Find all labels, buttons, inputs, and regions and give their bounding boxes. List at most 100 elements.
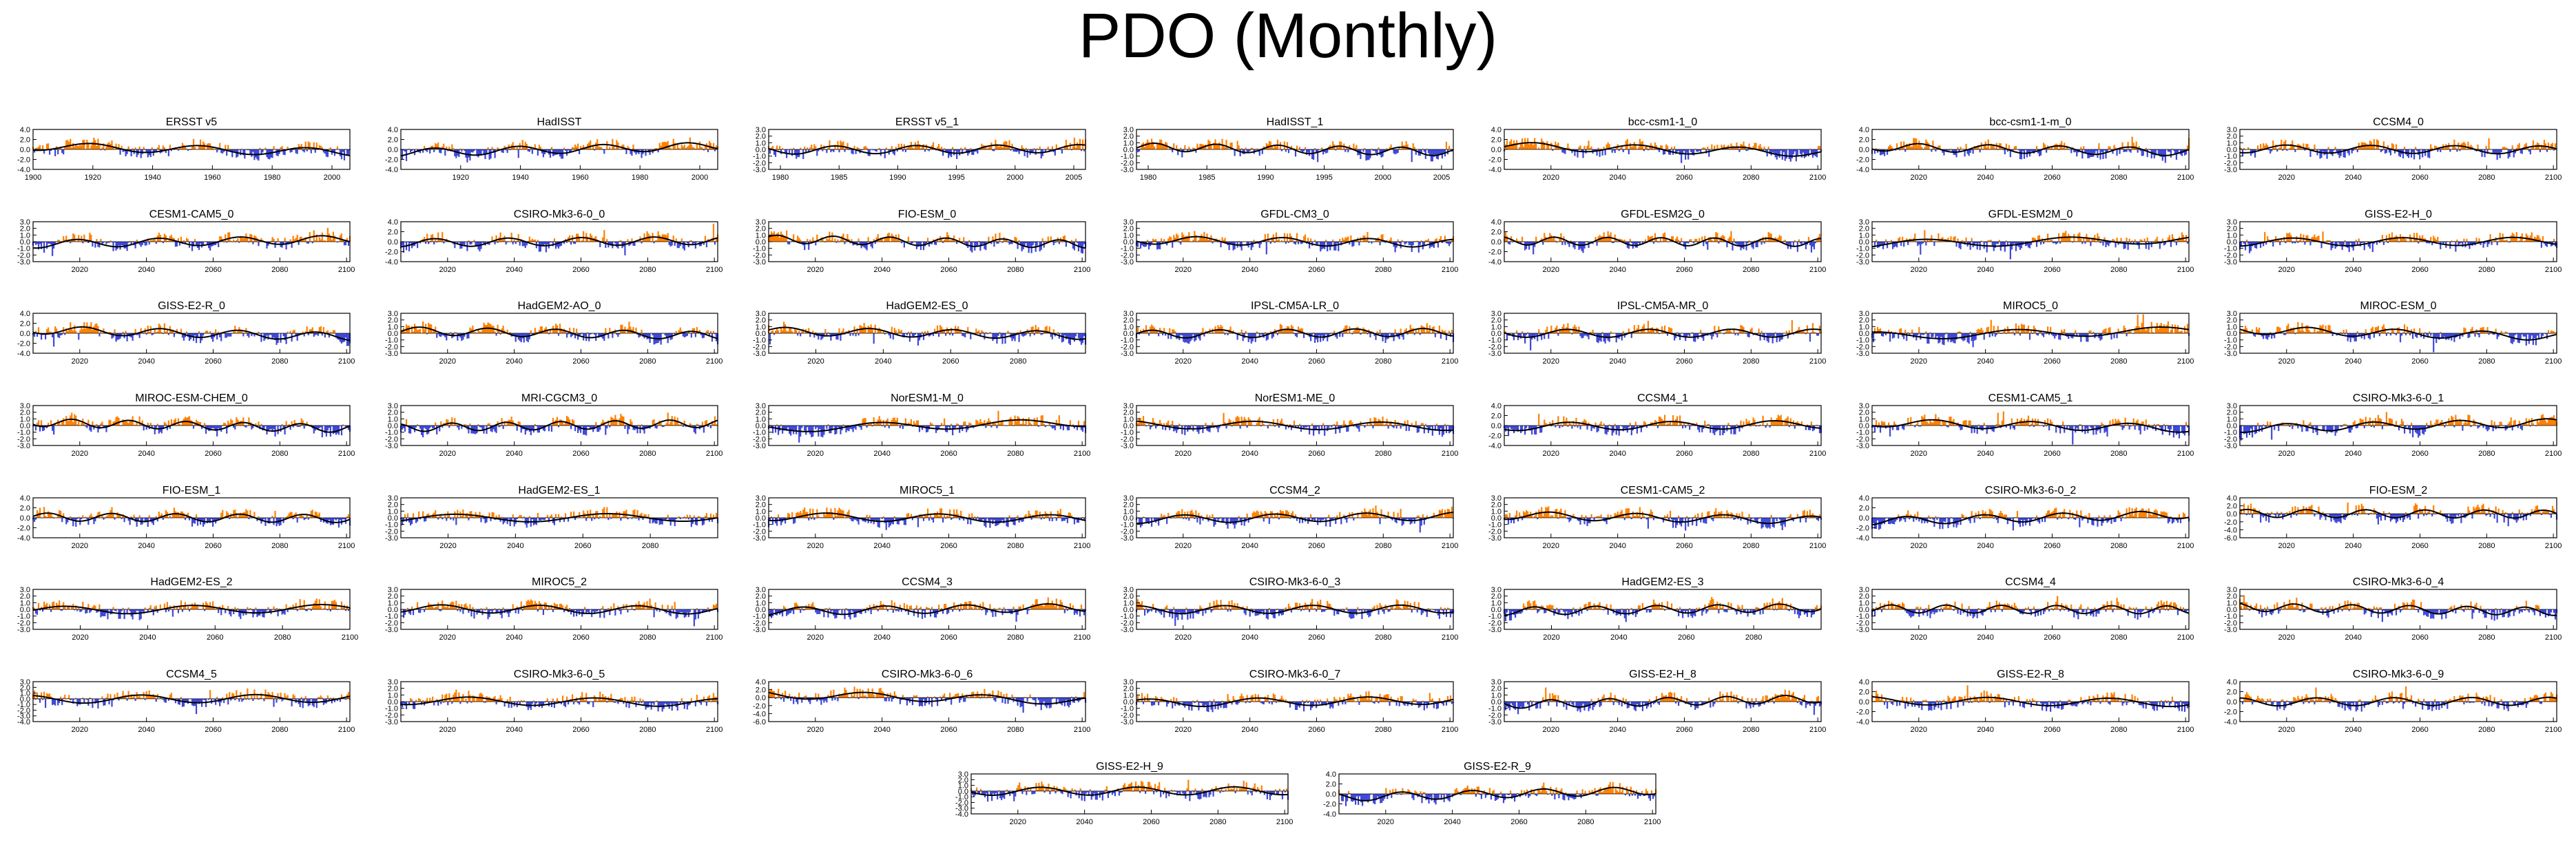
pdo-bar xyxy=(1748,143,1750,149)
y-tick-label: -2.0 xyxy=(1121,159,1134,167)
pdo-bar xyxy=(559,242,561,247)
pdo-bar xyxy=(2334,147,2336,149)
pdo-bar xyxy=(1173,329,1175,333)
pdo-bar xyxy=(1971,333,1973,342)
pdo-bar xyxy=(874,242,876,244)
pdo-bar xyxy=(1588,333,1590,339)
pdo-bar xyxy=(1048,326,1050,333)
pdo-bar xyxy=(1703,242,1705,247)
pdo-bar xyxy=(499,333,501,335)
pdo-bar xyxy=(877,329,879,333)
pdo-bar xyxy=(428,242,430,244)
pdo-bar xyxy=(240,329,242,333)
pdo-bar xyxy=(1343,239,1345,242)
pdo-bar xyxy=(1333,331,1336,333)
x-tick-label: 1995 xyxy=(948,174,964,182)
pdo-bar xyxy=(1228,242,1230,251)
pdo-bar xyxy=(1678,149,1680,151)
pdo-bar xyxy=(273,238,275,242)
pdo-bar xyxy=(2097,233,2099,242)
pdo-bar xyxy=(2422,149,2424,158)
pdo-bar xyxy=(101,242,103,245)
pdo-bar xyxy=(2248,242,2251,253)
pdo-bar xyxy=(1346,325,1348,333)
pdo-bar xyxy=(1891,146,1893,149)
x-tick-label: 2020 xyxy=(807,266,824,274)
pdo-bar xyxy=(2171,234,2173,242)
pdo-bar xyxy=(1674,238,1677,242)
pdo-bar xyxy=(908,146,911,149)
pdo-bar xyxy=(1756,242,1758,248)
pdo-bar xyxy=(170,149,172,151)
y-tick-label: 1.0 xyxy=(1491,323,1502,331)
pdo-bar xyxy=(143,147,145,149)
pdo-bar xyxy=(1668,327,1670,333)
pdo-bar xyxy=(818,241,820,242)
pdo-bar xyxy=(264,147,267,149)
pdo-bar xyxy=(2163,149,2165,158)
pdo-bar xyxy=(1302,149,1305,151)
pdo-bar xyxy=(881,238,883,242)
pdo-bar xyxy=(924,331,926,333)
pdo-bar xyxy=(1213,143,1215,149)
pdo-bar xyxy=(557,333,560,336)
pdo-bar xyxy=(222,149,224,154)
x-tick-label: 2040 xyxy=(1609,174,1625,182)
pdo-bar xyxy=(253,333,256,337)
pdo-bar xyxy=(835,242,838,243)
pdo-bar xyxy=(216,333,218,340)
y-tick-label: 3.0 xyxy=(1859,218,1869,227)
pdo-bar xyxy=(1261,149,1263,154)
pdo-bar xyxy=(1564,328,1566,333)
pdo-bar xyxy=(470,242,472,244)
y-tick-label: 0.0 xyxy=(2227,146,2237,154)
pdo-bar xyxy=(609,328,611,333)
pdo-bar xyxy=(2013,146,2015,149)
pdo-bar xyxy=(827,147,829,149)
pdo-bar xyxy=(999,232,1001,242)
pdo-bar xyxy=(2312,236,2314,242)
pdo-bar xyxy=(1690,239,1692,242)
pdo-bar xyxy=(1685,149,1687,160)
pdo-bar xyxy=(1061,149,1063,154)
pdo-bar xyxy=(1025,333,1027,335)
panel-title: bcc-csm1-1_0 xyxy=(1628,116,1698,128)
pdo-bar xyxy=(295,149,297,154)
pdo-bar xyxy=(1081,333,1084,344)
pdo-bar xyxy=(346,238,349,242)
pdo-bar xyxy=(1011,333,1013,342)
pdo-bar xyxy=(2499,233,2501,242)
pdo-bar xyxy=(1679,149,1681,155)
pdo-bar xyxy=(707,330,709,333)
pdo-bar xyxy=(682,242,684,249)
pdo-bar xyxy=(2070,149,2073,154)
pdo-bar xyxy=(1238,145,1240,149)
pdo-bar xyxy=(827,332,829,333)
pdo-bar xyxy=(475,242,477,246)
pdo-bar xyxy=(526,242,528,246)
pdo-bar xyxy=(2355,147,2357,149)
pdo-bar xyxy=(155,149,157,152)
pdo-bar xyxy=(118,333,120,340)
pdo-bar xyxy=(1401,240,1403,242)
pdo-bar xyxy=(1593,149,1595,152)
x-tick-label: 2020 xyxy=(439,357,456,366)
pdo-bar xyxy=(209,331,211,333)
pdo-bar xyxy=(1533,333,1535,338)
pdo-bar xyxy=(227,145,229,149)
pdo-bar xyxy=(1673,146,1676,149)
pdo-bar xyxy=(2159,242,2161,249)
pdo-bar xyxy=(1380,333,1382,337)
pdo-bar xyxy=(1579,145,1581,149)
pdo-bar xyxy=(893,149,895,156)
pdo-bar xyxy=(1247,149,1249,153)
pdo-bar xyxy=(968,240,970,242)
pdo-bar xyxy=(1803,149,1805,158)
pdo-bar xyxy=(1800,331,1803,333)
pdo-bar xyxy=(1704,147,1706,149)
pdo-bar xyxy=(1880,149,1883,155)
pdo-bar xyxy=(2006,242,2008,247)
y-tick-label: 2.0 xyxy=(1859,225,1869,233)
